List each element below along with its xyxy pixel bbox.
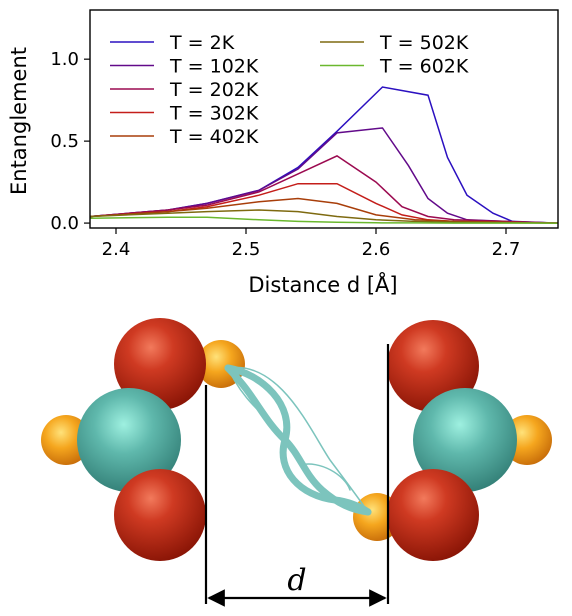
series-line-2 [89, 155, 559, 224]
y-tick-label: 0.0 [50, 213, 79, 234]
legend-label: T = 402K [169, 126, 259, 148]
entanglement-ribbon [224, 364, 372, 516]
series-line-6 [89, 216, 558, 224]
right-oxygen-atom-bottom [387, 469, 479, 561]
legend-label: T = 302K [169, 103, 259, 125]
distance-label: d [287, 563, 306, 598]
left-oxygen-atom-bottom [114, 469, 206, 561]
left-oxygen-atom-top [114, 318, 206, 410]
x-axis-label: Distance d [Å] [248, 271, 397, 297]
left-hydrogen-atom-side [41, 415, 91, 465]
legend-label: T = 602K [379, 56, 469, 78]
right-central-atom [413, 388, 517, 492]
molecule-diagram: d [41, 318, 552, 607]
series-layer [89, 86, 559, 224]
legend-label: T = 102K [169, 56, 259, 78]
x-tick-label: 2.6 [362, 239, 391, 260]
left-central-atom [77, 388, 181, 492]
x-tick-label: 2.5 [232, 239, 261, 260]
legend-label: T = 502K [379, 32, 469, 54]
x-tick-label: 2.4 [102, 239, 131, 260]
y-axis-label: Entanglement [7, 47, 31, 195]
ticks-layer: 2.4 2.5 2.6 2.7 0.0 0.5 1.0 [50, 49, 520, 260]
y-tick-label: 0.5 [50, 131, 79, 152]
series-line-0 [89, 86, 559, 224]
legend-label: T = 2K [169, 32, 235, 54]
x-tick-label: 2.7 [492, 239, 521, 260]
y-tick-label: 1.0 [50, 49, 79, 70]
plot-frame [89, 9, 559, 229]
legend-label: T = 202K [169, 79, 259, 101]
series-line-4 [89, 197, 559, 224]
